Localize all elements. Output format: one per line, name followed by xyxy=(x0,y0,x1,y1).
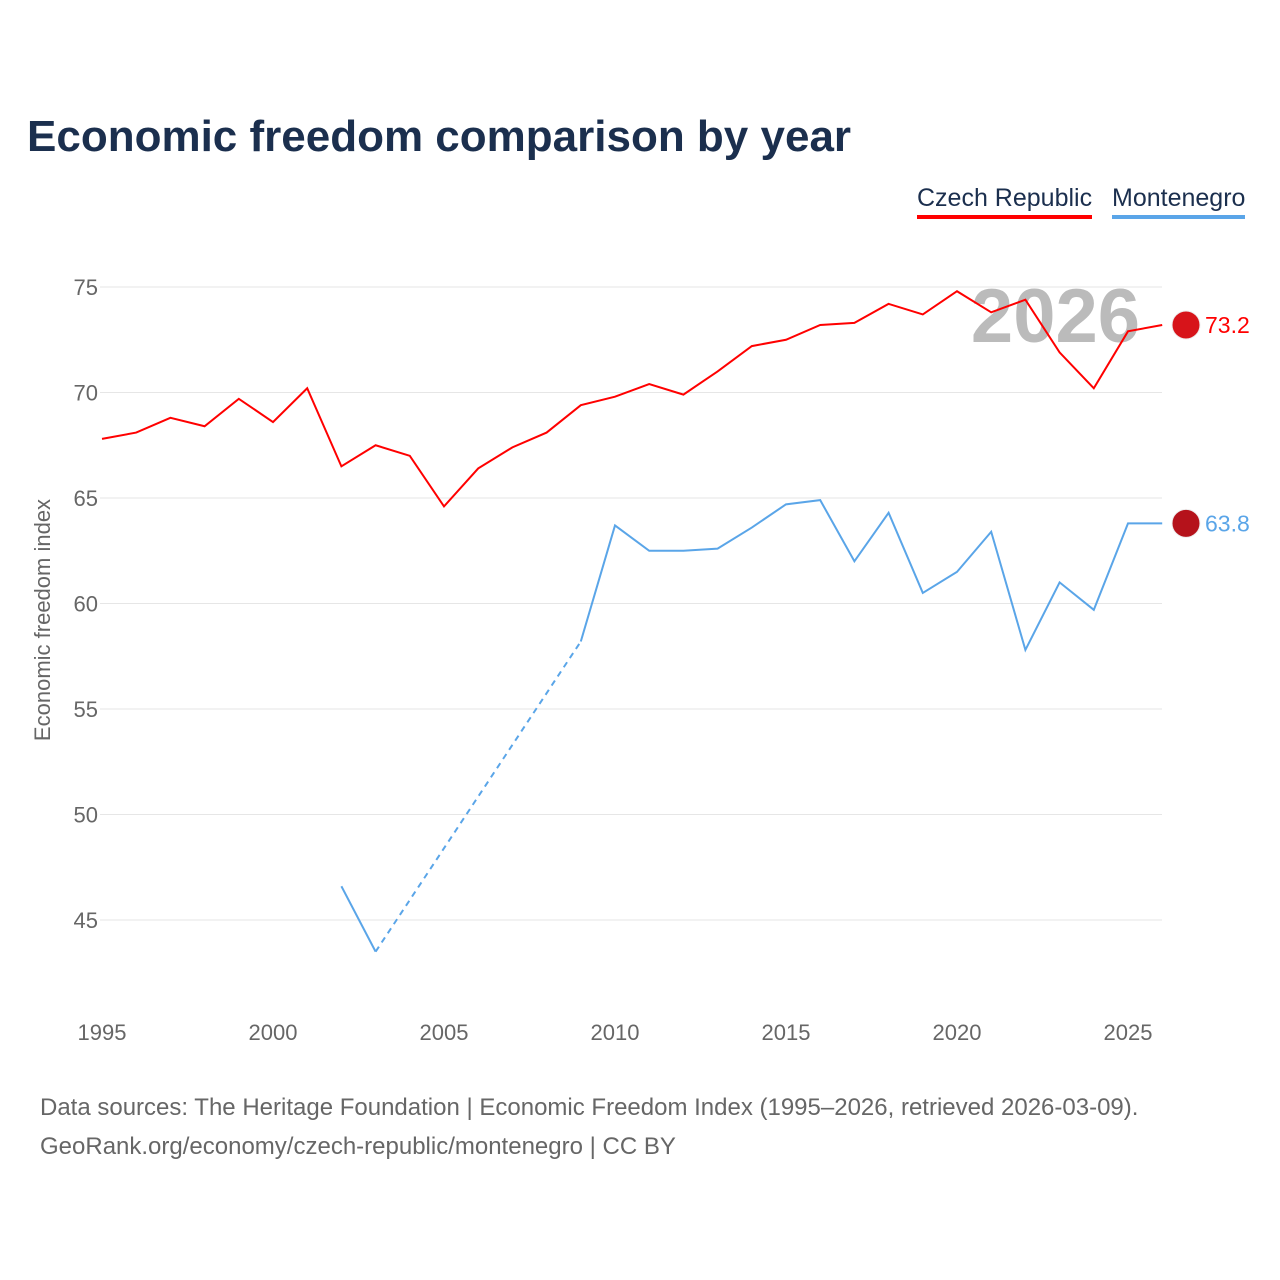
flag-icon xyxy=(1171,508,1201,538)
y-tick-label: 65 xyxy=(74,486,98,511)
y-tick-label: 75 xyxy=(74,275,98,300)
legend-czech-republic[interactable]: Czech Republic xyxy=(917,184,1093,219)
y-tick-label: 45 xyxy=(74,908,98,933)
flag-icon xyxy=(1171,310,1201,340)
x-tick-label: 2000 xyxy=(249,1020,298,1045)
source-line: Data sources: The Heritage Foundation | … xyxy=(40,1094,1139,1121)
x-tick-label: 2025 xyxy=(1104,1020,1153,1045)
gap-line xyxy=(374,640,582,953)
source-note: Data sources: The Heritage Foundation | … xyxy=(40,1088,1138,1166)
y-tick-label: 70 xyxy=(74,381,98,406)
series-line-1 xyxy=(579,499,1163,653)
series-line-1 xyxy=(340,885,377,953)
y-tick-label: 55 xyxy=(74,697,98,722)
chart-title: Economic freedom comparison by year xyxy=(27,112,852,161)
x-tick-label: 2020 xyxy=(933,1020,982,1045)
source-url: GeoRank.org/economy/czech-republic/monte… xyxy=(40,1133,676,1160)
end-value-label: 63.8 xyxy=(1205,510,1250,536)
y-tick-label: 60 xyxy=(74,592,98,617)
x-tick-label: 2010 xyxy=(591,1020,640,1045)
x-tick-label: 2015 xyxy=(762,1020,811,1045)
y-axis-label: Economic freedom index xyxy=(30,499,55,741)
x-tick-label: 2005 xyxy=(420,1020,469,1045)
legend-montenegro[interactable]: Montenegro xyxy=(1112,184,1246,219)
series-line-0 xyxy=(101,290,1163,509)
end-value-label: 73.2 xyxy=(1205,312,1250,338)
y-tick-label: 50 xyxy=(74,803,98,828)
x-tick-label: 1995 xyxy=(78,1020,127,1045)
